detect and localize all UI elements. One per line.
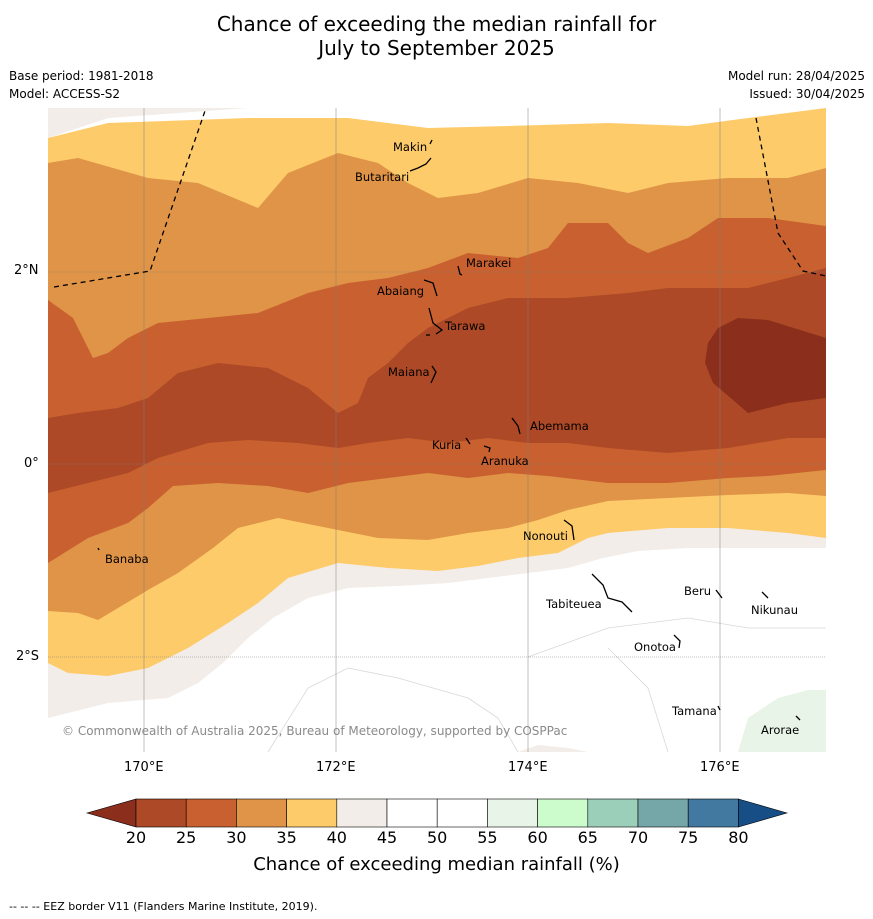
title-line-1: Chance of exceeding the median rainfall … — [216, 12, 657, 36]
place-aranuka: Aranuka — [481, 454, 529, 468]
gridlines — [48, 108, 826, 752]
colorbar-segment — [135, 798, 187, 828]
islands — [97, 139, 801, 721]
place-abaiang: Abaiang — [377, 284, 424, 298]
colorbar-tick-label: 70 — [627, 828, 649, 847]
colorbar-tick-label: 60 — [527, 828, 548, 847]
colorbar-segment — [336, 798, 388, 828]
base-period: Base period: 1981-2018 — [9, 69, 154, 83]
place-nonouti: Nonouti — [523, 529, 568, 543]
lat-label-2s: 2°S — [16, 649, 40, 664]
colorbar-tick-label: 80 — [728, 828, 749, 847]
colorbar-svg — [85, 798, 789, 828]
place-beru: Beru — [684, 584, 711, 598]
meta-right: Model run: 28/04/2025 Issued: 30/04/2025 — [728, 67, 865, 103]
colorbar-segment — [637, 798, 689, 828]
contour-under-20 — [705, 318, 826, 413]
lon-label-176: 176°E — [700, 760, 740, 775]
place-arorae: Arorae — [761, 723, 799, 737]
lon-label-172: 172°E — [316, 760, 356, 775]
colorbar-over-arrow — [738, 798, 789, 828]
contour-40-patch — [518, 745, 588, 752]
colorbar-tick-label: 30 — [226, 828, 247, 847]
colorbar-tick-label: 50 — [427, 828, 448, 847]
contour-line-50-east — [527, 617, 826, 658]
place-tabiteuea: Tabiteuea — [545, 597, 602, 611]
place-kuria: Kuria — [432, 438, 461, 452]
colorbar-segment — [587, 798, 639, 828]
title-line-2: July to September 2025 — [318, 36, 555, 60]
place-onotoa: Onotoa — [634, 640, 676, 654]
colorbar-tick-label: 45 — [376, 828, 398, 847]
meta-left: Base period: 1981-2018 Model: ACCESS-S2 — [9, 67, 154, 103]
place-marakei: Marakei — [466, 256, 511, 270]
place-butaritari: Butaritari — [355, 170, 409, 184]
colorbar-tick-label: 40 — [326, 828, 347, 847]
contour-55 — [738, 690, 826, 752]
eez-border-east — [755, 117, 826, 277]
place-maiana: Maiana — [388, 365, 430, 379]
model-name: Model: ACCESS-S2 — [9, 87, 121, 101]
colorbar-segment — [286, 798, 338, 828]
map-svg: Makin Butaritari Marakei Abaiang Tarawa … — [48, 108, 826, 752]
eez-footnote: -- -- -- EEZ border V11 (Flanders Marine… — [9, 900, 318, 913]
contour-line-55 — [607, 647, 669, 752]
place-makin: Makin — [393, 140, 427, 154]
issued-date: Issued: 30/04/2025 — [749, 87, 865, 101]
place-tamana: Tamana — [671, 704, 717, 718]
place-names: Makin Butaritari Marakei Abaiang Tarawa … — [105, 140, 799, 737]
map-panel[interactable]: Makin Butaritari Marakei Abaiang Tarawa … — [48, 108, 826, 752]
colorbar-tick-label: 55 — [477, 828, 498, 847]
copyright-text: © Commonwealth of Australia 2025, Bureau… — [62, 724, 568, 738]
colorbar-segment — [185, 798, 237, 828]
lon-label-174: 174°E — [508, 760, 548, 775]
colorbar-tick-label: 20 — [125, 828, 147, 847]
colorbar-segment — [436, 798, 488, 828]
colorbar-segment — [386, 798, 438, 828]
lat-label-2n: 2°N — [14, 263, 39, 278]
colorbar-tick-label: 65 — [577, 828, 598, 847]
colorbar-title: Chance of exceeding median rainfall (%) — [253, 854, 620, 875]
colorbar-under-arrow — [85, 798, 137, 828]
contour-45 — [48, 548, 826, 752]
place-nikunau: Nikunau — [751, 603, 798, 617]
colorbar-tick-label: 75 — [678, 828, 699, 847]
place-banaba: Banaba — [105, 552, 149, 566]
lat-label-0: 0° — [24, 456, 39, 471]
colorbar-tick-label: 35 — [276, 828, 297, 847]
map-title: Chance of exceeding the median rainfall … — [0, 12, 873, 60]
colorbar-tick-label: 25 — [176, 828, 197, 847]
place-tarawa: Tarawa — [444, 319, 485, 333]
contour-40-north — [48, 108, 826, 138]
colorbar — [85, 797, 789, 833]
colorbar-segment — [687, 798, 739, 828]
model-run: Model run: 28/04/2025 — [727, 69, 865, 83]
contour-line-50 — [267, 667, 519, 752]
colorbar-segment — [487, 798, 538, 828]
colorbar-segment — [537, 798, 589, 828]
colorbar-segment — [236, 798, 287, 828]
place-abemama: Abemama — [530, 419, 589, 433]
lon-label-170: 170°E — [124, 760, 164, 775]
